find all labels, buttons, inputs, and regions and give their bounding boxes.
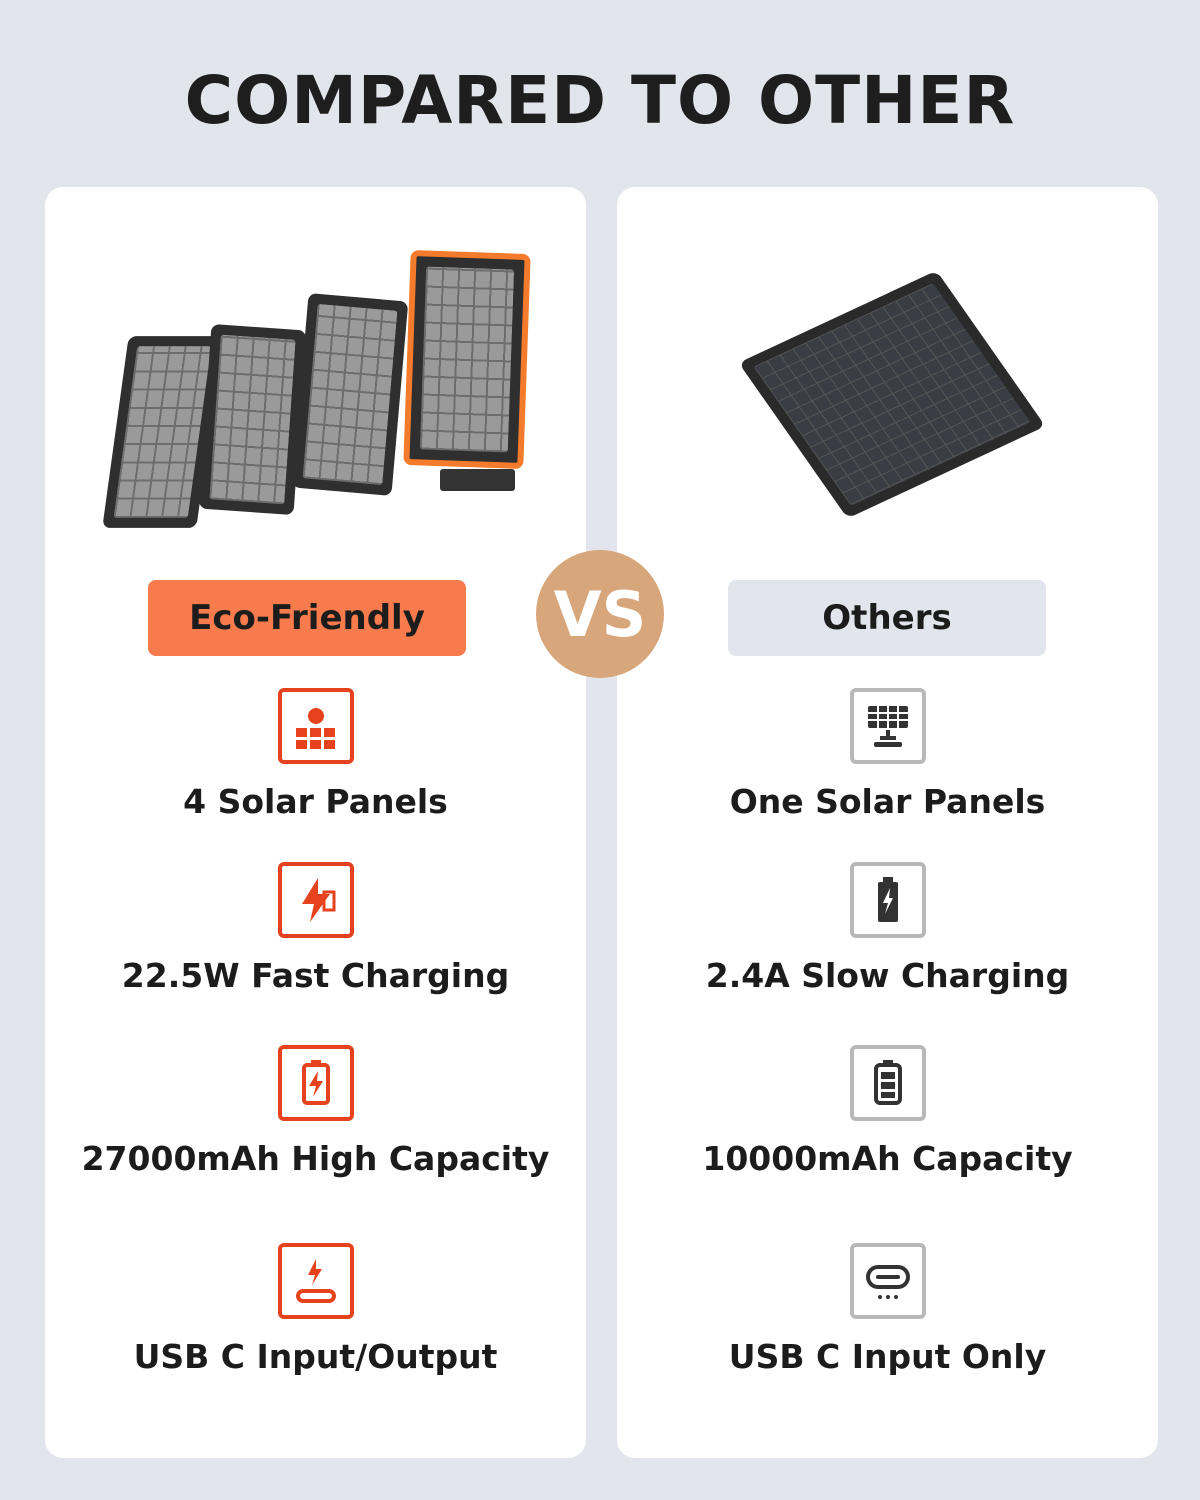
solar-panel-icon: [849, 688, 926, 764]
feature-item: USB C Input/Output: [45, 1243, 586, 1376]
feature-item: 10000mAh Capacity: [617, 1045, 1158, 1178]
feature-label: One Solar Panels: [729, 782, 1046, 821]
usb-c-bolt-icon: [277, 1243, 354, 1319]
page-title: COMPARED TO OTHER: [184, 62, 1016, 139]
foldable-solar-power-bank-image: [95, 247, 535, 537]
feature-item: USB C Input Only: [617, 1243, 1158, 1376]
single-solar-power-bank-image: [738, 270, 1046, 519]
feature-item: 2.4A Slow Charging: [617, 862, 1158, 995]
battery-bolt-icon: [849, 862, 926, 938]
others-badge: Others: [728, 580, 1046, 656]
feature-label: 27000mAh High Capacity: [81, 1139, 550, 1178]
battery-icon: [849, 1045, 926, 1121]
eco-friendly-card: Eco-Friendly 4 Solar Panels 22.5W Fast C…: [45, 187, 586, 1458]
feature-label: USB C Input Only: [728, 1337, 1047, 1376]
feature-item: 27000mAh High Capacity: [45, 1045, 586, 1178]
fast-charging-icon: [277, 862, 354, 938]
feature-label: USB C Input/Output: [133, 1337, 498, 1376]
feature-label: 4 Solar Panels: [183, 782, 448, 821]
feature-item: 22.5W Fast Charging: [45, 862, 586, 995]
feature-label: 10000mAh Capacity: [702, 1139, 1073, 1178]
vs-badge: VS: [536, 550, 664, 678]
battery-bolt-icon: [277, 1045, 354, 1121]
feature-item: One Solar Panels: [617, 688, 1158, 821]
feature-label: 2.4A Slow Charging: [705, 956, 1070, 995]
solar-panel-sun-icon: [277, 688, 354, 764]
usb-c-port-icon: [849, 1243, 926, 1319]
feature-item: 4 Solar Panels: [45, 688, 586, 821]
feature-label: 22.5W Fast Charging: [121, 956, 510, 995]
eco-friendly-badge: Eco-Friendly: [148, 580, 466, 656]
others-card: Others One Solar Panels 2.4A Slow Chargi…: [617, 187, 1158, 1458]
